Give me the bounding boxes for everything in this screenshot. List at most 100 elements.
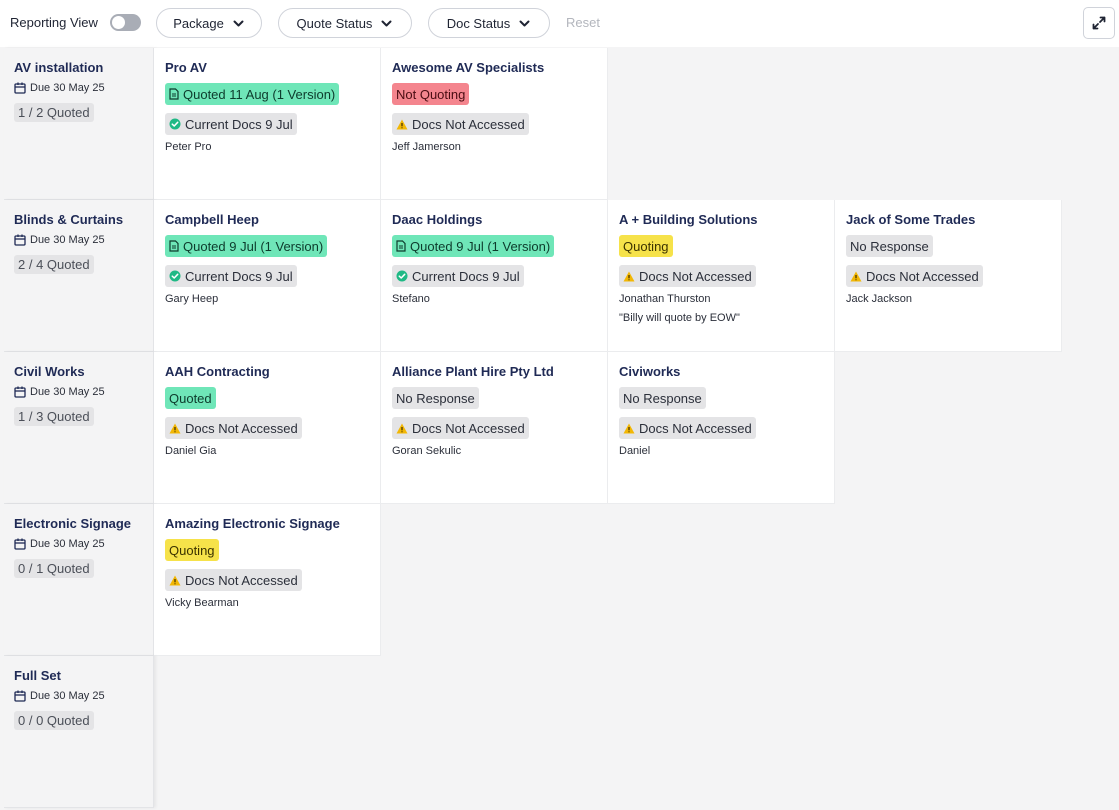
- package-filter-label: Package: [173, 15, 224, 31]
- contact-name: Jeff Jamerson: [392, 141, 461, 153]
- vendor-card[interactable]: Civiworks No Response Docs Not Accessed …: [608, 352, 835, 504]
- doc-status-text: Docs Not Accessed: [639, 268, 752, 284]
- vendor-name: AAH Contracting: [165, 364, 270, 379]
- contact-name: Gary Heep: [165, 293, 219, 305]
- doc-status-text: Current Docs 9 Jul: [185, 116, 293, 132]
- contact-name: Goran Sekulic: [392, 445, 462, 457]
- chevron-down-icon: [518, 17, 531, 30]
- quoted-count-badge: 1 / 2 Quoted: [14, 103, 94, 122]
- vendor-card[interactable]: Awesome AV Specialists Not Quoting Docs …: [381, 48, 608, 200]
- quote-status-text: Quoted 9 Jul (1 Version): [183, 238, 324, 254]
- calendar-icon: [14, 538, 26, 550]
- doc-status-badge: Current Docs 9 Jul: [392, 265, 524, 287]
- quoted-count-badge: 2 / 4 Quoted: [14, 255, 94, 274]
- doc-status-badge: Docs Not Accessed: [165, 569, 302, 591]
- vendor-card[interactable]: Daac Holdings Quoted 9 Jul (1 Version) C…: [381, 200, 608, 352]
- quote-status-text: No Response: [623, 390, 702, 406]
- reporting-view-toggle[interactable]: [110, 14, 141, 31]
- vendor-name: Campbell Heep: [165, 212, 259, 227]
- vendor-name: Awesome AV Specialists: [392, 60, 545, 75]
- contact-name: Daniel: [619, 445, 651, 457]
- quote-status-text: No Response: [850, 238, 929, 254]
- vendor-name: Civiworks: [619, 364, 681, 379]
- contact-name: Daniel Gia: [165, 445, 217, 457]
- doc-status-text: Current Docs 9 Jul: [185, 268, 293, 284]
- package-header[interactable]: Electronic Signage Due 30 May 25 0 / 1 Q…: [4, 504, 154, 656]
- package-name: Civil Works: [14, 364, 85, 379]
- doc-status-text: Docs Not Accessed: [185, 572, 298, 588]
- doc-status-badge: Docs Not Accessed: [846, 265, 983, 287]
- calendar-icon: [14, 82, 26, 94]
- reporting-view-label: Reporting View: [10, 15, 98, 30]
- doc-status-filter-label: Doc Status: [446, 15, 511, 31]
- due-date: Due 30 May 25: [14, 81, 143, 95]
- warning-icon: [623, 271, 635, 282]
- vendor-card[interactable]: Pro AV Quoted 11 Aug (1 Version) Current…: [154, 48, 381, 200]
- vendor-name: A + Building Solutions: [619, 212, 758, 227]
- due-text: Due 30 May 25: [30, 386, 105, 398]
- quote-status-badge: Quoted 9 Jul (1 Version): [165, 235, 328, 257]
- vendor-name: Jack of Some Trades: [846, 212, 976, 227]
- toolbar: Reporting View Package Quote Status Doc …: [0, 0, 1119, 47]
- doc-status-text: Docs Not Accessed: [639, 420, 752, 436]
- quote-status-badge: Not Quoting: [392, 83, 470, 105]
- package-name: Electronic Signage: [14, 516, 132, 531]
- package-row: Blinds & Curtains Due 30 May 25 2 / 4 Qu…: [4, 200, 1115, 352]
- due-date: Due 30 May 25: [14, 689, 143, 703]
- doc-status-text: Current Docs 9 Jul: [412, 268, 520, 284]
- reset-button[interactable]: Reset: [566, 15, 600, 30]
- due-date: Due 30 May 25: [14, 537, 143, 551]
- doc-status-badge: Docs Not Accessed: [392, 417, 529, 439]
- package-header[interactable]: AV installation Due 30 May 25 1 / 2 Quot…: [4, 48, 154, 200]
- check-circle-icon: [169, 270, 181, 282]
- contact-name: Vicky Bearman: [165, 597, 239, 609]
- vendor-name: Amazing Electronic Signage: [165, 516, 340, 531]
- quote-status-text: Quoting: [169, 542, 215, 558]
- chevron-down-icon: [380, 17, 393, 30]
- vendor-card[interactable]: AAH Contracting Quoted Docs Not Accessed…: [154, 352, 381, 504]
- expand-button[interactable]: [1083, 7, 1115, 39]
- package-header[interactable]: Blinds & Curtains Due 30 May 25 2 / 4 Qu…: [4, 200, 154, 352]
- warning-icon: [396, 423, 408, 434]
- vendor-note: "Billy will quote by EOW": [619, 312, 740, 324]
- quote-status-text: No Response: [396, 390, 475, 406]
- doc-status-text: Docs Not Accessed: [412, 116, 525, 132]
- package-header[interactable]: Civil Works Due 30 May 25 1 / 3 Quoted: [4, 352, 154, 504]
- doc-status-badge: Docs Not Accessed: [619, 417, 756, 439]
- quote-status-filter-button[interactable]: Quote Status: [278, 8, 412, 38]
- package-header[interactable]: Full Set Due 30 May 25 0 / 0 Quoted: [4, 656, 154, 808]
- package-filter-button[interactable]: Package: [156, 8, 262, 38]
- warning-icon: [169, 423, 181, 434]
- vendor-card[interactable]: Alliance Plant Hire Pty Ltd No Response …: [381, 352, 608, 504]
- quote-status-text: Quoted 11 Aug (1 Version): [183, 86, 336, 102]
- check-circle-icon: [396, 270, 408, 282]
- vendor-card[interactable]: A + Building Solutions Quoting Docs Not …: [608, 200, 835, 352]
- contact-name: Jonathan Thurston: [619, 293, 711, 305]
- package-row: AV installation Due 30 May 25 1 / 2 Quot…: [4, 48, 1115, 200]
- vendor-card[interactable]: Campbell Heep Quoted 9 Jul (1 Version) C…: [154, 200, 381, 352]
- doc-status-badge: Docs Not Accessed: [165, 417, 302, 439]
- contact-name: Peter Pro: [165, 141, 212, 153]
- vendor-card[interactable]: Jack of Some Trades No Response Docs Not…: [835, 200, 1062, 352]
- calendar-icon: [14, 386, 26, 398]
- package-row: Full Set Due 30 May 25 0 / 0 Quoted: [4, 656, 1115, 808]
- calendar-icon: [14, 234, 26, 246]
- package-name: Full Set: [14, 668, 61, 683]
- vendor-name: Alliance Plant Hire Pty Ltd: [392, 364, 554, 379]
- contact-name: Jack Jackson: [846, 293, 913, 305]
- warning-icon: [850, 271, 862, 282]
- vendor-card[interactable]: Amazing Electronic Signage Quoting Docs …: [154, 504, 381, 656]
- quote-status-badge: No Response: [619, 387, 706, 409]
- due-text: Due 30 May 25: [30, 82, 105, 94]
- quote-status-text: Not Quoting: [396, 86, 466, 102]
- doc-status-filter-button[interactable]: Doc Status: [428, 8, 550, 38]
- quote-status-badge: Quoted 11 Aug (1 Version): [165, 83, 340, 105]
- document-icon: [396, 240, 406, 252]
- due-date: Due 30 May 25: [14, 233, 143, 247]
- quoted-count-badge: 1 / 3 Quoted: [14, 407, 94, 426]
- quote-status-badge: Quoted 9 Jul (1 Version): [392, 235, 555, 257]
- quote-status-text: Quoting: [623, 238, 669, 254]
- calendar-icon: [14, 690, 26, 702]
- document-icon: [169, 240, 179, 252]
- chevron-down-icon: [232, 17, 245, 30]
